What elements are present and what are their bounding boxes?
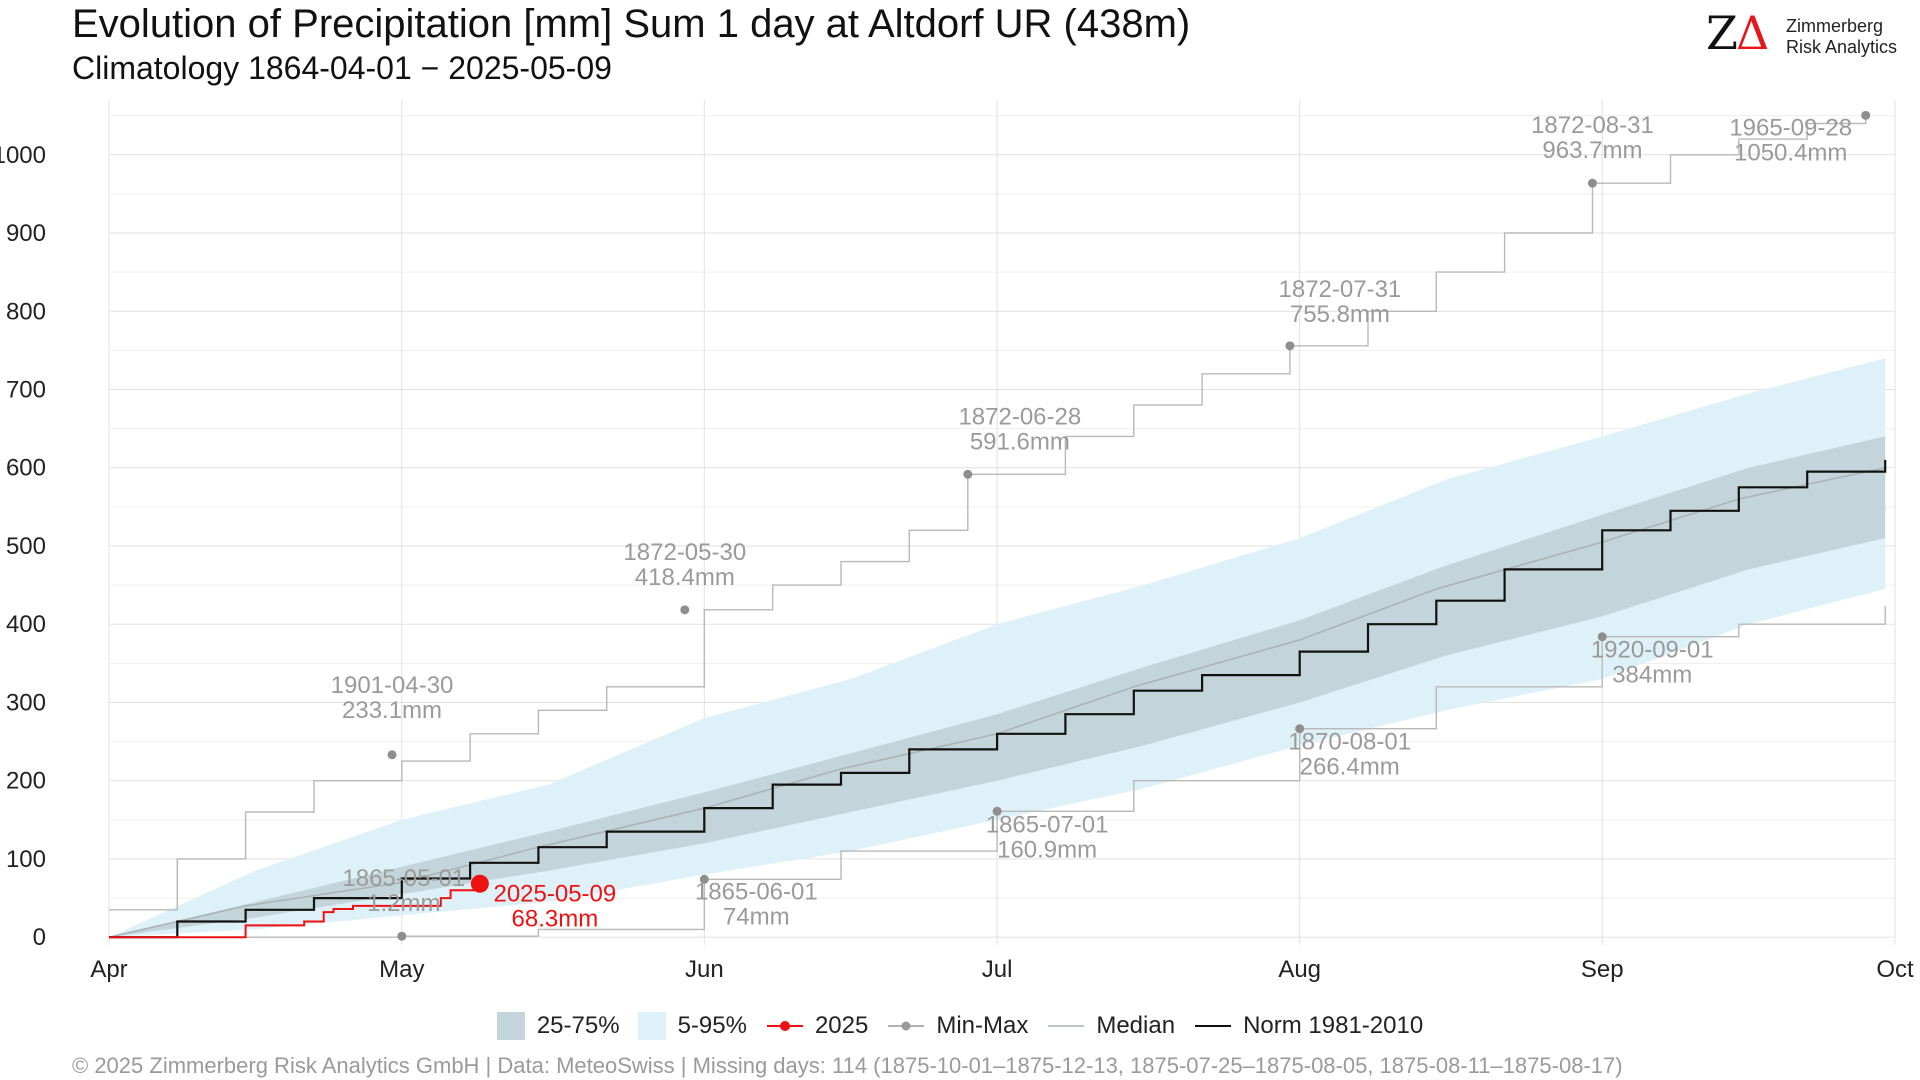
- logo-name-line1: Zimmerberg: [1786, 16, 1884, 36]
- annotation-value: 266.4mm: [1300, 754, 1400, 781]
- annotation-date: 1920-09-01: [1591, 637, 1714, 664]
- x-tick-label: Jul: [982, 956, 1013, 983]
- legend-label-min-max: Min-Max: [936, 1012, 1029, 1039]
- annotation-value: 74mm: [723, 903, 790, 930]
- line-2025: [109, 883, 481, 939]
- annotation-date: 1901-04-30: [331, 672, 454, 699]
- annotation-date: 1965-09-28: [1729, 114, 1852, 141]
- annotation-date: 1865-06-01: [695, 878, 818, 905]
- annotation-marker: [1597, 632, 1607, 642]
- y-tick-label: 900: [6, 220, 46, 247]
- annotation-value: 755.8mm: [1290, 301, 1390, 328]
- norm-line: [109, 459, 1887, 939]
- annotation-marker: [1295, 724, 1305, 734]
- y-tick-label: 100: [6, 846, 46, 873]
- annotation-value: 1050.4mm: [1734, 139, 1847, 166]
- annotation-date: 2025-05-09: [493, 881, 616, 908]
- logo-name-line2: Risk Analytics: [1786, 37, 1898, 57]
- annotation-value: 963.7mm: [1542, 137, 1642, 164]
- legend-item-2025: 2025: [765, 1012, 868, 1040]
- axis-labels: 0 100 200 300 400 500 600 700 800 900 1000 Apr May Ju…: [0, 142, 1914, 983]
- y-tick-label: 500: [6, 533, 46, 560]
- legend-item-min-max: Min-Max: [886, 1012, 1028, 1040]
- annotation-marker: [680, 605, 690, 615]
- logo-mark: ZΔ: [1706, 6, 1769, 60]
- band-25-75: [109, 436, 1886, 938]
- annotation-marker: [387, 750, 397, 760]
- legend-label-norm: Norm 1981-2010: [1243, 1012, 1424, 1039]
- annotation-date: 1870-08-01: [1288, 729, 1411, 756]
- footer-credits: © 2025 Zimmerberg Risk Analytics GmbH | …: [72, 1053, 1623, 1078]
- legend-swatch-5-95: [637, 1012, 666, 1040]
- x-tick-label: May: [379, 956, 424, 983]
- min-line: [109, 606, 1886, 938]
- annotation-marker: [1285, 341, 1295, 351]
- percentile-bands: [109, 358, 1886, 938]
- company-logo: ZΔ Zimmerberg Risk Analytics: [1706, 6, 1906, 62]
- annotation-date: 1872-08-31: [1531, 112, 1654, 139]
- precipitation-chart: 0 100 200 300 400 500 600 700 800 900 1000 Apr May Ju…: [0, 100, 1914, 983]
- annotation-marker: [1587, 178, 1597, 188]
- legend-item-25-75: 25-75%: [496, 1012, 620, 1040]
- legend: 25-75% 5-95% 2025 Min-Max Median Norm 19…: [0, 1012, 1920, 1040]
- annotation-date: 1865-05-01: [342, 865, 465, 892]
- logo-delta: Δ: [1735, 6, 1769, 60]
- y-tick-label: 300: [6, 689, 46, 716]
- legend-line-norm-icon: [1195, 1025, 1232, 1027]
- logo-name: Zimmerberg Risk Analytics: [1786, 16, 1897, 58]
- y-tick-label: 0: [33, 924, 46, 951]
- legend-line-median-icon: [1048, 1025, 1085, 1027]
- chart-title: Evolution of Precipitation [mm] Sum 1 da…: [72, 2, 1191, 46]
- chart-subtitle: Climatology 1864-04-01 − 2025-05-09: [72, 50, 612, 86]
- x-tick-label: Apr: [90, 956, 127, 983]
- x-tick-label: Oct: [1876, 956, 1914, 983]
- annotation-marker: [397, 931, 407, 941]
- y-tick-label: 800: [6, 298, 46, 325]
- y-tick-label: 700: [6, 376, 46, 403]
- legend-item-median: Median: [1046, 1012, 1175, 1040]
- y-tick-label: 1000: [0, 142, 46, 169]
- annotation-marker: [1861, 110, 1871, 120]
- annotation-marker: [699, 874, 709, 884]
- legend-item-5-95: 5-95%: [637, 1012, 747, 1040]
- annotation-value: 418.4mm: [635, 564, 735, 591]
- annotation-date: 1872-05-30: [623, 539, 746, 566]
- annotation-value: 233.1mm: [342, 697, 442, 724]
- annotation-marker: [963, 469, 973, 479]
- legend-line-2025-icon: [766, 1021, 803, 1031]
- annotation-value: 591.6mm: [970, 428, 1070, 455]
- annotation-value: 384mm: [1612, 662, 1692, 689]
- annotation-value: 1.2mm: [367, 890, 440, 917]
- annotation-date: 1872-07-31: [1279, 276, 1402, 303]
- annotation-value: 160.9mm: [997, 836, 1097, 863]
- logo-z: Z: [1706, 6, 1738, 60]
- legend-line-min-max-icon: [888, 1021, 925, 1031]
- annotation-value: 68.3mm: [512, 906, 599, 933]
- x-tick-label: Aug: [1278, 956, 1321, 983]
- annotation-date: 1865-07-01: [986, 811, 1109, 838]
- annotation-date: 1872-06-28: [958, 403, 1081, 430]
- legend-item-norm: Norm 1981-2010: [1193, 1012, 1423, 1040]
- y-tick-label: 200: [6, 768, 46, 795]
- legend-label-2025: 2025: [814, 1012, 869, 1039]
- x-tick-label: Sep: [1581, 956, 1624, 983]
- legend-label-25-75: 25-75%: [536, 1012, 620, 1039]
- x-tick-label: Jun: [685, 956, 724, 983]
- legend-swatch-25-75: [496, 1012, 525, 1040]
- y-tick-label: 400: [6, 611, 46, 638]
- current-point-2025: [470, 874, 489, 893]
- y-tick-label: 600: [6, 455, 46, 482]
- band-5-95: [109, 358, 1886, 938]
- annotation-marker: [992, 806, 1002, 816]
- legend-label-5-95: 5-95%: [677, 1012, 747, 1039]
- legend-label-median: Median: [1096, 1012, 1176, 1039]
